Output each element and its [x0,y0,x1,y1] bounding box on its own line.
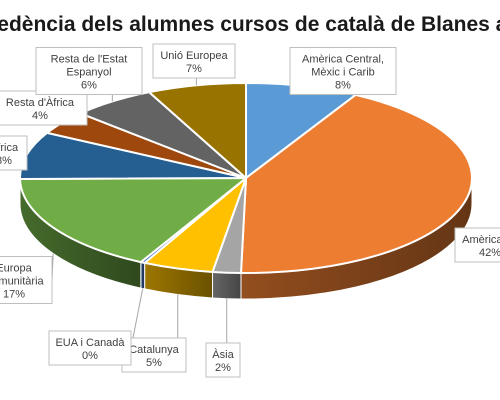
data-label-box [121,337,187,373]
data-label: Amèrica Central, Mèxic i Carib 8% [302,54,384,92]
pie-slice-side [212,271,242,300]
data-label-box [152,43,236,79]
data-label: Amèrica de42% [462,234,500,259]
data-label-box [0,135,28,171]
data-label: Unió Europea 7% [160,50,228,75]
data-label-box [48,330,132,366]
data-label: Àfrica8% [0,141,19,167]
data-label-box [454,227,500,263]
data-label-box [0,256,53,304]
pie-sides [19,177,473,300]
data-label-box [35,47,143,95]
data-label-box [205,342,241,378]
data-label-box [0,90,88,126]
pie-slice [146,81,247,181]
chart-title: Procedència dels alumnes cursos de catal… [0,13,500,36]
data-label: Resta d'Àfrica 4% [6,96,75,122]
pie-slice-side [140,261,146,290]
data-label: EuropaComunitària17% [0,263,45,301]
data-label-box [289,47,397,95]
pie-tops [18,81,473,274]
data-label: Resta de l'Estat Espanyol 6% [51,54,128,92]
pie-slice [18,176,249,264]
pie-slice [239,93,473,274]
data-label: Catalunya 5% [129,344,179,369]
data-label: Àsia 2% [212,348,234,374]
data-label: EUA i Canadà 0% [55,337,125,362]
